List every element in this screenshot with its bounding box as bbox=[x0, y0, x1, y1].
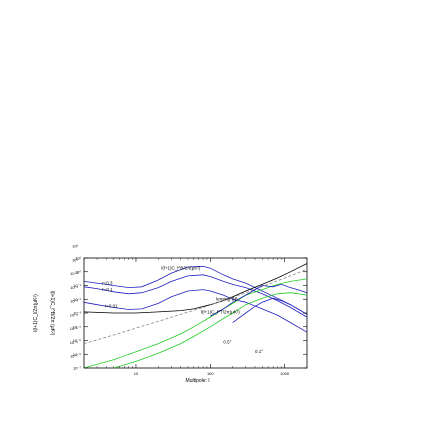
x-axis-label: Multipole: l bbox=[186, 378, 210, 384]
y-tick-label: 10⁻⁴ bbox=[73, 324, 82, 329]
y-tick-label-outer: 10⁻⁶ bbox=[70, 340, 79, 345]
y-tick-label: 10⁻¹ bbox=[73, 283, 82, 288]
annotation: r=0.1 bbox=[102, 287, 113, 292]
series-line-6 bbox=[83, 278, 308, 369]
series-line-4 bbox=[83, 263, 308, 314]
y-tick-label-outer: 10⁰ bbox=[72, 257, 78, 262]
y-tick-label: 10⁻⁶ bbox=[73, 352, 82, 357]
series-line-2 bbox=[83, 274, 308, 318]
y-tick-label: 10⁻³ bbox=[73, 311, 82, 316]
y-tick-label-outer: 10⁻² bbox=[70, 285, 79, 290]
y-tick-label: 10⁻⁵ bbox=[73, 338, 82, 343]
annotation: l(l+1)C_l^B/2π(μK²) bbox=[161, 265, 200, 270]
y-tick-label: 10⁻² bbox=[73, 297, 82, 302]
series-line-7 bbox=[113, 292, 308, 369]
y-tick-label-outer: 10⁻⁵ bbox=[70, 326, 79, 331]
annotation: l(l+1)C_l^T/2π(μK²) bbox=[201, 310, 240, 315]
y-tick-label: 10⁻⁷ bbox=[73, 366, 82, 371]
series-line-5 bbox=[83, 268, 308, 344]
series-line-8 bbox=[210, 283, 308, 317]
series-line-1 bbox=[83, 265, 308, 315]
x-tick-label: 100 bbox=[207, 371, 214, 376]
y-axis-label-outer: l(l+1)C_l/2π(μK²) bbox=[33, 294, 39, 332]
y-tick-label: 10⁰ bbox=[75, 269, 81, 274]
x-tick-label: 10 bbox=[134, 371, 139, 376]
y-axis-label: l(l+1)C_l^B/2π (μK²) bbox=[49, 291, 55, 336]
series-line-3 bbox=[83, 289, 308, 333]
annotation: 0.5° bbox=[223, 340, 231, 345]
x-tick-label: 1000 bbox=[280, 371, 290, 376]
y-tick-label-outer: 10⁻¹ bbox=[70, 271, 79, 276]
annotation: 0.1° bbox=[255, 349, 263, 354]
y-tick-label: 10¹ bbox=[75, 256, 81, 261]
y-tick-label-outer: 10⁻³ bbox=[70, 299, 79, 304]
y-tick-label-outer: 10¹ bbox=[72, 244, 78, 249]
annotation: r=0.3 bbox=[102, 280, 113, 285]
series-line-9 bbox=[232, 297, 308, 323]
y-tick-label-outer: 10⁻⁷ bbox=[70, 354, 79, 359]
y-tick-label-outer: 10⁻⁴ bbox=[70, 312, 79, 317]
annotation: r=0.01 bbox=[105, 304, 118, 309]
annotation: lensing BB bbox=[216, 297, 238, 302]
